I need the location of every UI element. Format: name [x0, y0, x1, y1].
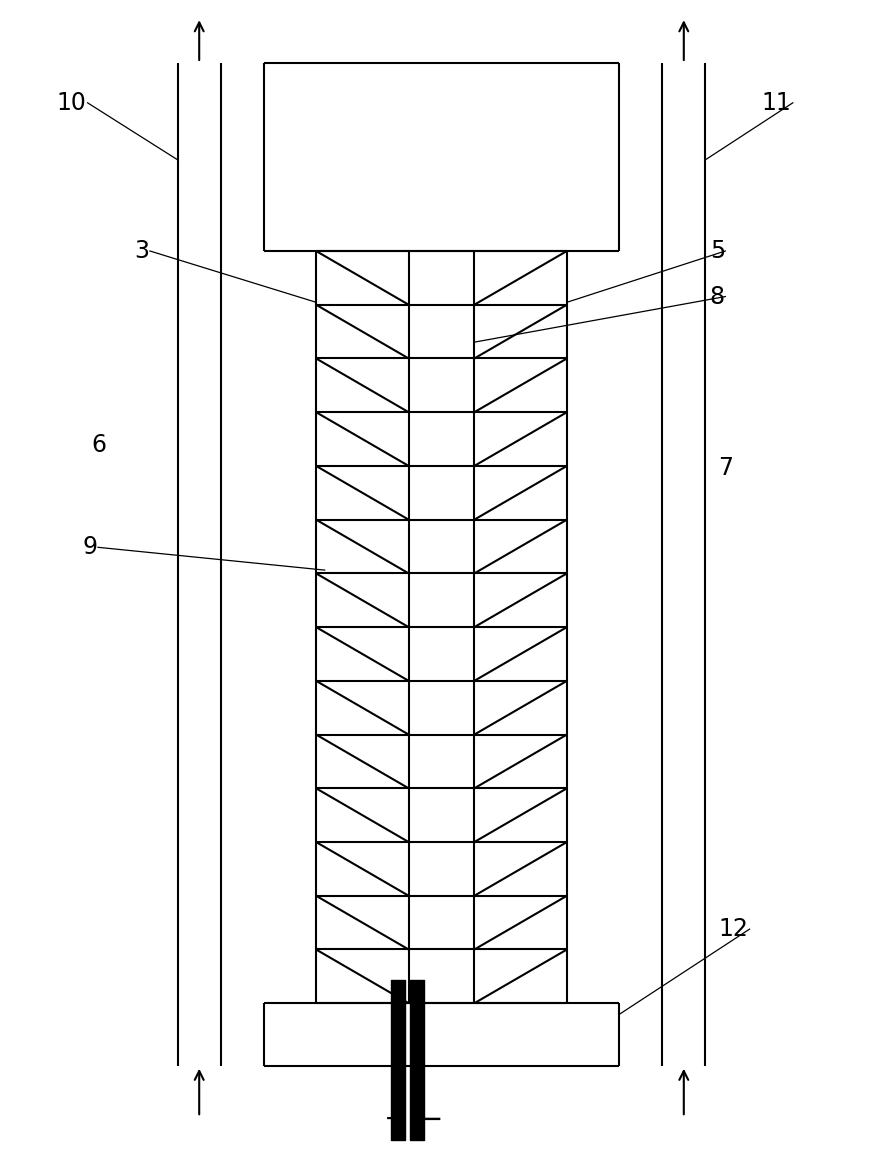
Text: 9: 9: [82, 535, 97, 559]
Text: 5: 5: [710, 238, 725, 263]
Text: +: +: [384, 1106, 409, 1134]
Text: 10: 10: [57, 91, 87, 115]
Text: 12: 12: [719, 918, 748, 941]
Text: −: −: [419, 1106, 443, 1134]
Text: 6: 6: [91, 433, 106, 457]
Text: 11: 11: [762, 91, 791, 115]
Text: 3: 3: [134, 238, 149, 263]
Text: 8: 8: [710, 285, 725, 308]
Text: 7: 7: [719, 456, 734, 479]
